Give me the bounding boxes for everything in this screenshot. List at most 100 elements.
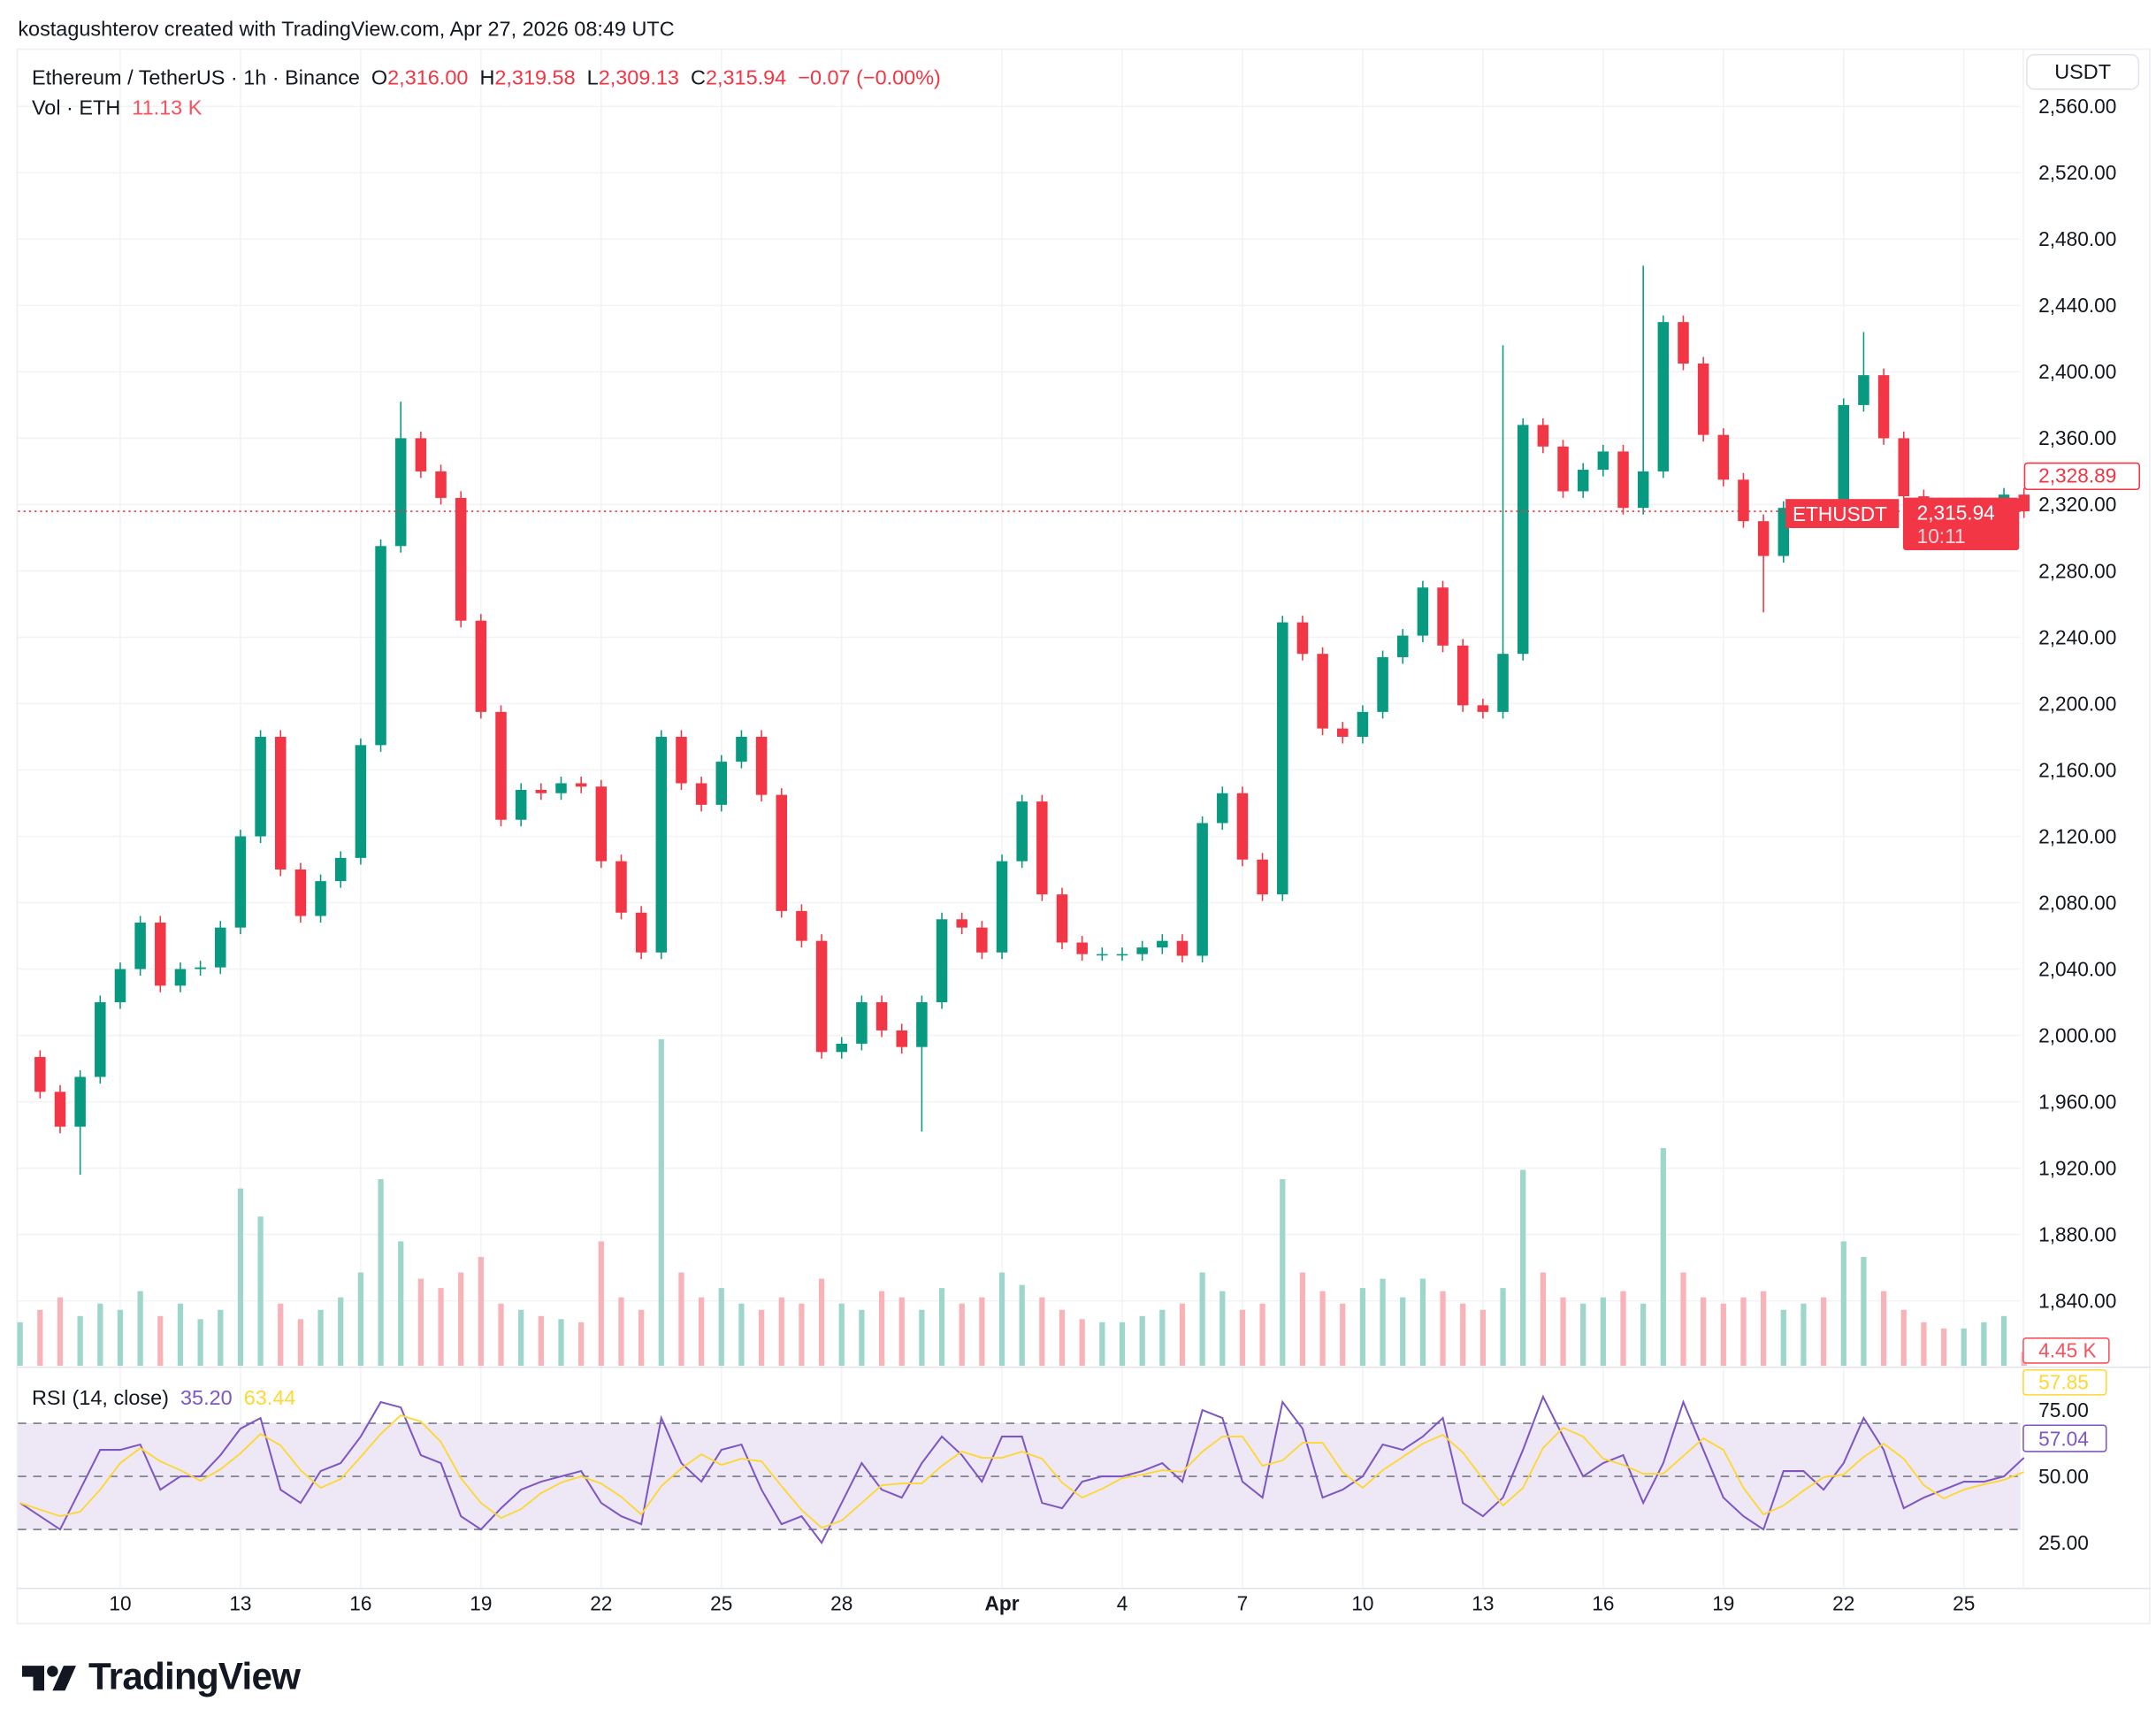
volume-bar [598,1241,604,1367]
volume-bar [758,1309,765,1367]
volume-bar [157,1315,164,1367]
volume-bar [1239,1309,1246,1367]
candle-body [1537,425,1549,447]
candle-body [1176,940,1189,956]
candle-body [916,1002,928,1047]
candle-body [836,1043,847,1053]
candle-body [1557,446,1569,492]
volume-bar [97,1303,103,1367]
candle-body [1016,801,1028,862]
volume-bar [678,1272,684,1367]
time-tick-label: 4 [1117,1592,1128,1615]
volume-bar [1039,1297,1045,1367]
candle-body [355,745,367,858]
candle-body [815,940,828,1053]
time-tick-label: 16 [1592,1592,1614,1615]
symbol-name[interactable]: Ethereum / TetherUS · 1h · Binance [31,66,360,90]
volume-bar [919,1309,925,1367]
candle-body [174,969,187,986]
volume-bar [177,1303,184,1367]
rsi-tick-label: 50.00 [2038,1465,2089,1488]
volume-bar [959,1303,965,1367]
candle-body [1357,711,1369,737]
rsi-label[interactable]: RSI (14, close) [31,1386,169,1411]
volume-bar [2000,1315,2007,1367]
volume-bar [1560,1297,1566,1367]
candle-body [415,438,427,471]
candle-body [1056,894,1068,943]
volume-bar [1059,1309,1066,1367]
time-tick-label: 25 [710,1592,732,1615]
volume-bar [1880,1291,1887,1367]
time-tick-label: Apr [985,1592,1020,1615]
volume-bar [1680,1272,1686,1367]
volume-bar [1099,1322,1105,1367]
volume-bar [1761,1291,1767,1367]
candle-body [375,546,386,746]
symbol-tag-box [1785,499,1900,528]
credit-line: kostagushterov created with TradingView.… [18,18,675,42]
candle-body [1757,521,1770,556]
volume-label[interactable]: Vol · ETH [31,96,121,120]
currency-button[interactable]: USDT [2026,53,2140,90]
price-tick-label: 1,960.00 [2038,1090,2116,1113]
volume-bar [1280,1179,1286,1367]
price-tick-label: 2,120.00 [2038,824,2116,847]
volume-bar [638,1309,645,1367]
volume-bar [1380,1278,1386,1367]
price-tick-label: 2,560.00 [2038,95,2116,118]
volume-bar [738,1303,745,1367]
tradingview-logo[interactable]: TradingView [22,1656,301,1698]
candle-body [1396,635,1409,657]
rsi-value: 35.20 [180,1386,233,1411]
candle-body [1477,705,1489,712]
volume-bar [1119,1322,1126,1367]
candle-body [54,1092,66,1127]
time-tick-label: 19 [1712,1592,1734,1615]
volume-bar [1840,1241,1846,1367]
volume-bar [1179,1303,1186,1367]
volume-bar [878,1291,885,1367]
volume-bar [1780,1309,1786,1367]
volume-bar [1701,1297,1707,1367]
candle-body [1217,793,1228,824]
volume-bar [37,1309,43,1367]
candle-body [195,967,206,969]
candle-body [856,1002,868,1044]
candle-body [1838,404,1850,522]
volume-bar [1740,1297,1747,1367]
volume-bar [317,1309,324,1367]
logo-text: TradingView [88,1656,301,1698]
candle-body [575,783,587,787]
volume-bar [1199,1272,1205,1367]
rsi-legend: RSI (14, close) 35.20 63.44 [32,1386,295,1410]
volume-bar [1259,1303,1265,1367]
candle-body [1898,438,1910,497]
last-price-box [1902,497,2020,550]
high-marker-box [2023,462,2140,491]
rsi-last-label: 57.04 [2038,1428,2089,1451]
volume-bar [137,1291,143,1367]
price-tick-label: 2,000.00 [2038,1023,2116,1046]
candle-body [635,912,647,953]
candle-body [1637,471,1649,509]
volume-bar [57,1297,64,1367]
high-marker-label: 2,328.89 [2038,464,2116,487]
candle-body [936,919,948,1003]
low-label: L [586,66,599,90]
candle-body [294,870,307,916]
candle-body [1456,645,1469,706]
candle-body [74,1077,86,1127]
volume-bar [478,1256,484,1367]
volume-bar [1580,1303,1586,1367]
candle-body [1377,656,1388,712]
volume-bar [1079,1319,1085,1367]
price-tick-label: 2,080.00 [2038,891,2116,914]
volume-bar [1419,1278,1426,1367]
volume-bar [1900,1309,1907,1367]
candle-body [1296,622,1309,655]
price-tick-label: 2,520.00 [2038,161,2116,184]
price-tick-label: 2,400.00 [2038,360,2116,383]
candle-body [234,836,247,928]
